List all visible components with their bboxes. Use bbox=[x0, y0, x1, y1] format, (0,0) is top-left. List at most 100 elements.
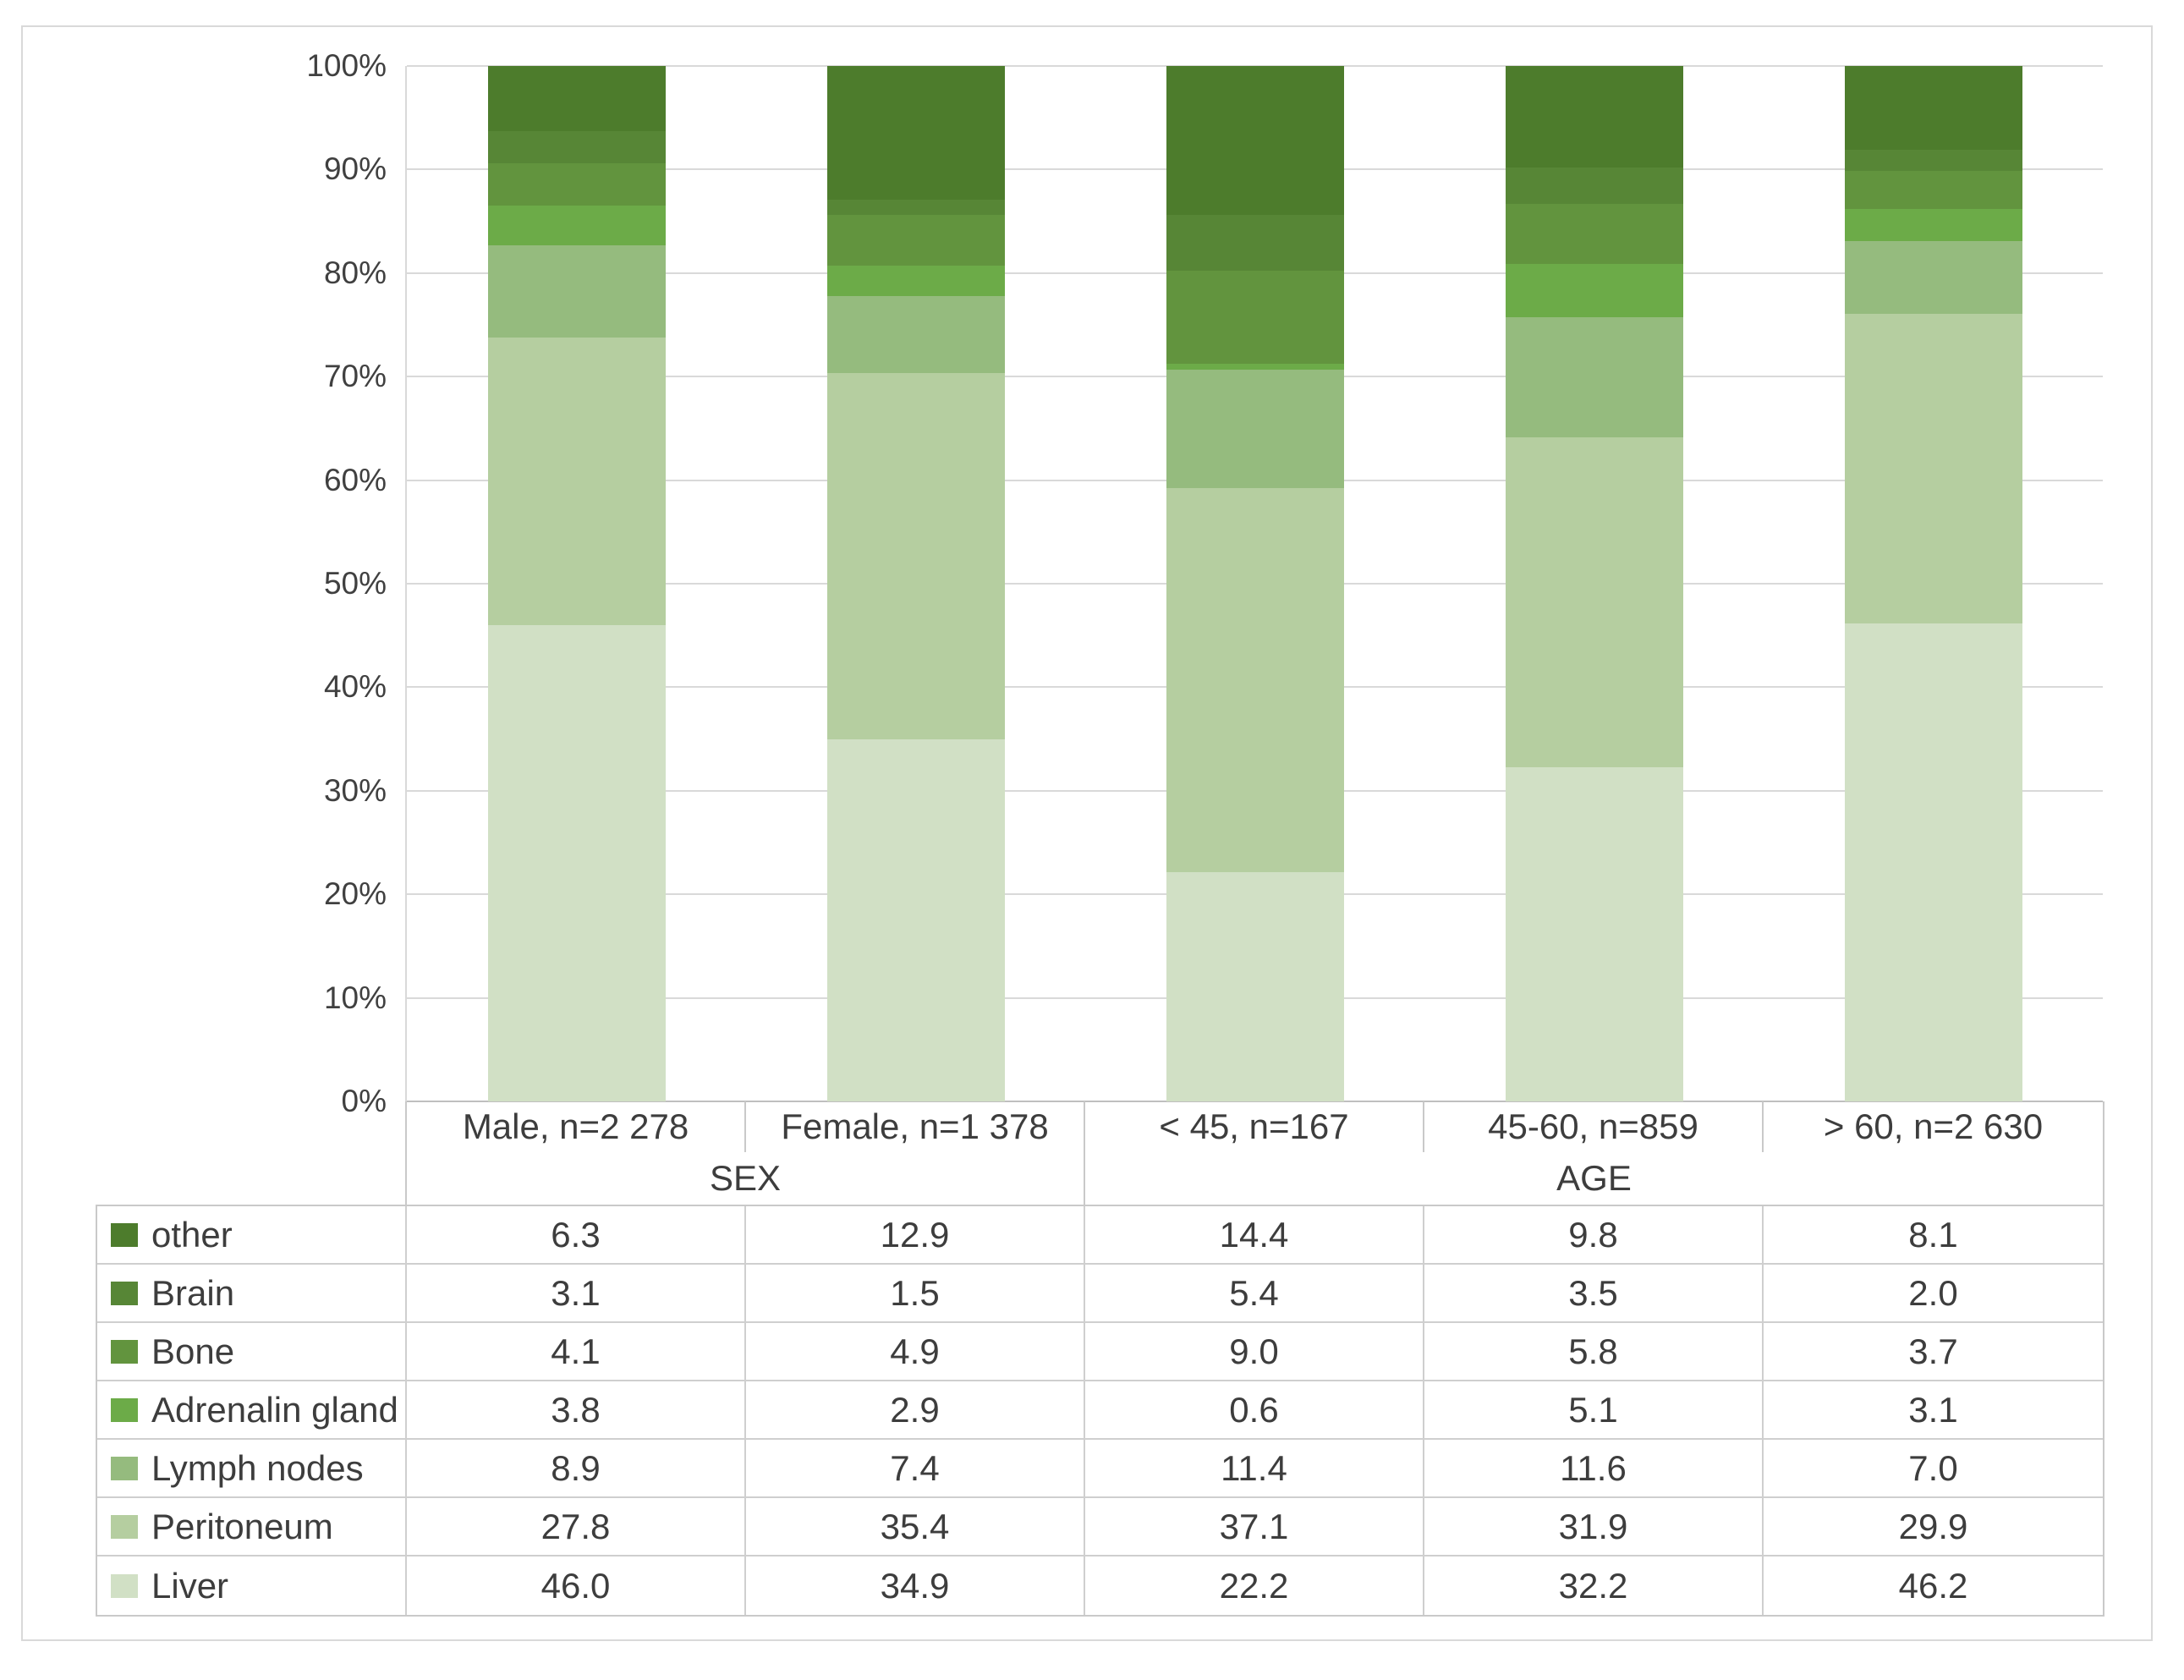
legend-label: Adrenalin gland bbox=[151, 1389, 398, 1430]
value-cell: 12.9 bbox=[746, 1206, 1085, 1265]
bar-segment-lymph-nodes[interactable] bbox=[826, 296, 1005, 373]
value-cell: 37.1 bbox=[1085, 1498, 1424, 1556]
legend-label: Bone bbox=[151, 1331, 235, 1371]
bar-segment-other[interactable] bbox=[487, 66, 666, 132]
bar-segment-lymph-nodes[interactable] bbox=[487, 244, 666, 338]
bar-segment-bone[interactable] bbox=[1505, 203, 1683, 265]
bar-segment-other[interactable] bbox=[1166, 66, 1344, 216]
bar-segment-peritoneum[interactable] bbox=[1505, 436, 1683, 768]
value-cell: 5.8 bbox=[1424, 1323, 1764, 1381]
legend-label: Brain bbox=[151, 1272, 235, 1313]
y-axis-tick-label: 0% bbox=[341, 1084, 387, 1118]
value-cell: 5.4 bbox=[1085, 1265, 1424, 1323]
category-label: Male, n=2 278 bbox=[407, 1101, 746, 1152]
bar-segment-bone[interactable] bbox=[1166, 271, 1344, 365]
value-cell: 6.3 bbox=[407, 1206, 746, 1265]
value-cell: 31.9 bbox=[1424, 1498, 1764, 1556]
category-label: < 45, n=167 bbox=[1085, 1101, 1424, 1152]
bar-segment-adrenalin-gland[interactable] bbox=[1505, 264, 1683, 317]
value-cell: 3.1 bbox=[1764, 1381, 2103, 1440]
bar-segment-peritoneum[interactable] bbox=[487, 337, 666, 625]
y-axis-tick-label: 20% bbox=[323, 876, 387, 912]
bar-segment-peritoneum[interactable] bbox=[1844, 313, 2022, 623]
value-cell: 1.5 bbox=[746, 1265, 1085, 1323]
bar-segment-bone[interactable] bbox=[487, 163, 666, 206]
bar-segment-adrenalin-gland[interactable] bbox=[826, 266, 1005, 296]
legend-cell: Liver bbox=[97, 1556, 407, 1615]
bar-segment-brain[interactable] bbox=[1166, 215, 1344, 272]
bar-segment-adrenalin-gland[interactable] bbox=[1166, 364, 1344, 371]
value-cell: 3.7 bbox=[1764, 1323, 2103, 1381]
legend-swatch-peritoneum bbox=[111, 1514, 138, 1539]
bar-segment-adrenalin-gland[interactable] bbox=[487, 206, 666, 245]
value-cell: 3.8 bbox=[407, 1381, 746, 1440]
bar-segment-lymph-nodes[interactable] bbox=[1844, 240, 2022, 314]
bar-segment-liver[interactable] bbox=[1844, 623, 2022, 1101]
value-cell: 34.9 bbox=[746, 1556, 1085, 1615]
bar-segment-bone[interactable] bbox=[826, 215, 1005, 266]
gridline bbox=[407, 1101, 2103, 1102]
bar-segment-brain[interactable] bbox=[487, 131, 666, 164]
legend-cell: Adrenalin gland bbox=[97, 1381, 407, 1440]
legend-swatch-adrenalin-gland bbox=[111, 1397, 138, 1422]
value-cell: 14.4 bbox=[1085, 1206, 1424, 1265]
y-axis-tick-label: 80% bbox=[323, 255, 387, 290]
legend-label: other bbox=[151, 1214, 233, 1255]
value-cell: 0.6 bbox=[1085, 1381, 1424, 1440]
legend-cell: Peritoneum bbox=[97, 1498, 407, 1556]
value-cell: 3.1 bbox=[407, 1265, 746, 1323]
value-cell: 35.4 bbox=[746, 1498, 1085, 1556]
legend-swatch-brain bbox=[111, 1281, 138, 1305]
bar-segment-liver[interactable] bbox=[1166, 871, 1344, 1101]
value-cell: 7.0 bbox=[1764, 1440, 2103, 1498]
y-axis-tick-label: 50% bbox=[323, 566, 387, 601]
bar-segment-other[interactable] bbox=[826, 66, 1005, 200]
category-axis-table: Male, n=2 278 Female, n=1 378 < 45, n=167 4… bbox=[405, 1101, 2104, 1206]
legend-swatch-bone bbox=[111, 1339, 138, 1364]
category-group-label: AGE bbox=[1556, 1158, 1632, 1198]
value-cell: 11.4 bbox=[1085, 1440, 1424, 1498]
legend-label: Lymph nodes bbox=[151, 1447, 364, 1488]
value-cell: 3.5 bbox=[1424, 1265, 1764, 1323]
bar-segment-liver[interactable] bbox=[487, 624, 666, 1101]
y-axis-tick-label: 60% bbox=[323, 462, 387, 497]
legend-cell: Brain bbox=[97, 1265, 407, 1323]
bar-segment-peritoneum[interactable] bbox=[1166, 487, 1344, 872]
value-cell: 46.2 bbox=[1898, 1565, 1968, 1606]
y-axis-tick-label: 70% bbox=[323, 359, 387, 394]
bar-segment-liver[interactable] bbox=[1505, 767, 1683, 1101]
bar-segment-lymph-nodes[interactable] bbox=[1166, 370, 1344, 488]
y-axis-line bbox=[405, 66, 407, 1101]
bar-segment-brain[interactable] bbox=[826, 200, 1005, 216]
legend-label: Peritoneum bbox=[151, 1506, 333, 1546]
legend-swatch-lymph-nodes bbox=[111, 1456, 138, 1480]
value-cell: 7.4 bbox=[746, 1440, 1085, 1498]
category-label: 45-60, n=859 bbox=[1424, 1101, 1764, 1152]
bar-segment-brain[interactable] bbox=[1505, 167, 1683, 204]
category-label: Female, n=1 378 bbox=[746, 1101, 1085, 1152]
category-label: > 60, n=2 630 bbox=[1823, 1106, 2044, 1146]
bar-segment-liver[interactable] bbox=[826, 739, 1005, 1101]
value-cell: 2.9 bbox=[746, 1381, 1085, 1440]
value-cell: 2.0 bbox=[1764, 1265, 2103, 1323]
y-axis-tick-label: 30% bbox=[323, 772, 387, 808]
bar-segment-bone[interactable] bbox=[1844, 170, 2022, 209]
value-cell: 8.1 bbox=[1764, 1206, 2103, 1265]
value-cell: 5.1 bbox=[1424, 1381, 1764, 1440]
value-cell: 4.9 bbox=[746, 1323, 1085, 1381]
legend-swatch-liver bbox=[111, 1573, 138, 1598]
legend-cell: Bone bbox=[97, 1323, 407, 1381]
value-cell: 8.9 bbox=[407, 1440, 746, 1498]
chart-frame: 0% 10% 20% 30% 40% 50% 60% 70% 80% 90% 100% Male, n… bbox=[21, 25, 2153, 1641]
legend-swatch-other bbox=[111, 1222, 138, 1247]
bar-segment-adrenalin-gland[interactable] bbox=[1844, 208, 2022, 241]
bar-segment-brain[interactable] bbox=[1844, 150, 2022, 171]
bar-segment-peritoneum[interactable] bbox=[826, 372, 1005, 740]
bar-segment-lymph-nodes[interactable] bbox=[1505, 316, 1683, 437]
value-cell: 32.2 bbox=[1424, 1556, 1764, 1615]
category-group-label: SEX bbox=[407, 1152, 1085, 1205]
category-labels-row: Male, n=2 278 Female, n=1 378 < 45, n=167 4… bbox=[407, 1101, 2103, 1152]
bar-segment-other[interactable] bbox=[1505, 66, 1683, 168]
y-axis-tick-label: 100% bbox=[306, 48, 387, 83]
bar-segment-other[interactable] bbox=[1844, 66, 2022, 151]
